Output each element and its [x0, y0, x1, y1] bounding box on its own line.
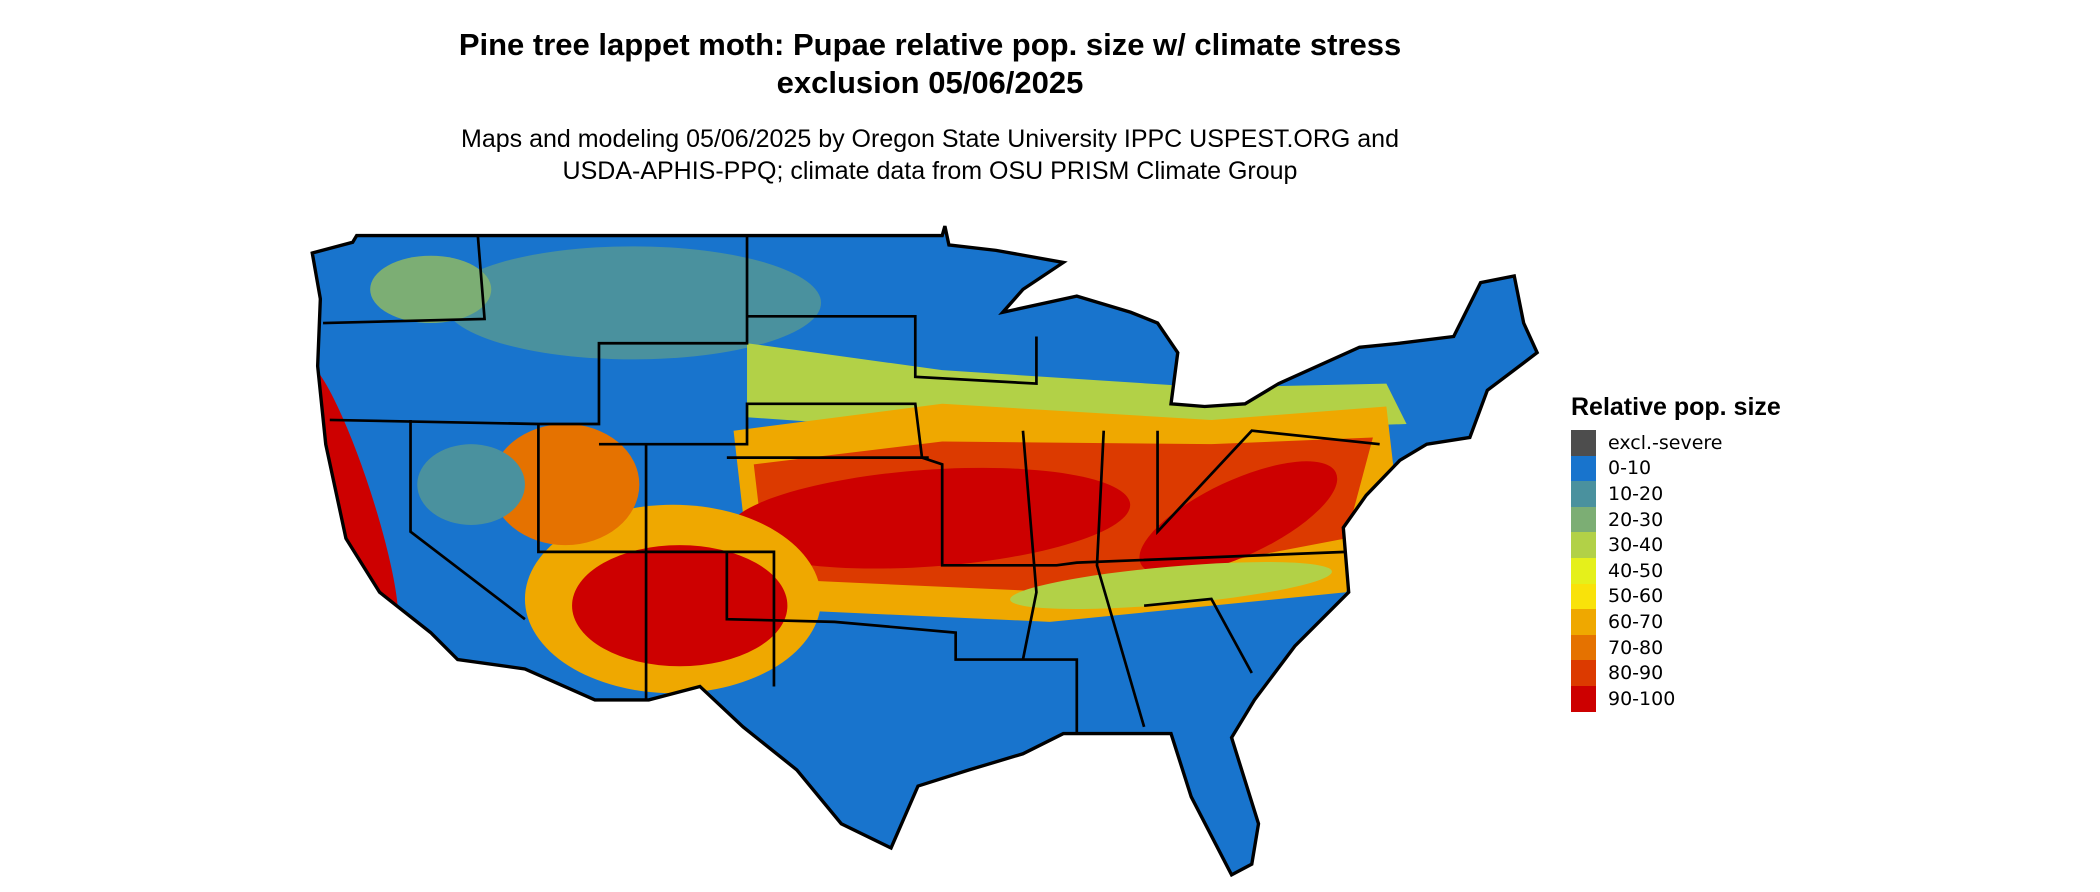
region-20-30-northwest	[370, 255, 492, 324]
region-90-100-east	[1139, 461, 1338, 576]
legend-swatch	[1571, 557, 1596, 584]
legend-item: 80-90	[1571, 660, 1781, 686]
legend-item: 20-30	[1571, 506, 1781, 533]
legend-label: 30-40	[1608, 534, 1664, 557]
region-10-20-north	[444, 246, 822, 360]
region-10-20-nevada	[417, 444, 525, 525]
legend-swatch	[1571, 532, 1596, 558]
legend-title: Relative pop. size	[1571, 393, 1781, 421]
legend-label: 10-20	[1608, 482, 1664, 505]
legend-label: 90-100	[1608, 687, 1676, 710]
map-title: Pine tree lappet moth: Pupae relative po…	[330, 26, 1530, 102]
legend-item: 50-60	[1571, 583, 1781, 610]
legend-label: 60-70	[1608, 610, 1664, 633]
state-borders	[323, 235, 1380, 734]
legend-label: 80-90	[1608, 662, 1664, 685]
legend: Relative pop. size excl.-severe 0-10 10-20…	[1571, 393, 1781, 712]
legend-label: excl.-severe	[1608, 431, 1723, 454]
legend-item: 0-10	[1571, 455, 1781, 482]
legend-item: 30-40	[1571, 532, 1781, 558]
legend-item: 10-20	[1571, 481, 1781, 507]
legend-swatch	[1571, 609, 1596, 635]
legend-label: 0-10	[1608, 457, 1652, 480]
legend-label: 50-60	[1608, 585, 1664, 608]
region-70-80-utah	[491, 423, 640, 546]
title-line-1: Pine tree lappet moth: Pupae relative po…	[458, 27, 1402, 62]
legend-swatch	[1571, 685, 1596, 712]
legend-item: 40-50	[1571, 557, 1781, 584]
map-subtitle: Maps and modeling 05/06/2025 by Oregon S…	[330, 123, 1530, 187]
title-line-2: exclusion 05/06/2025	[776, 65, 1084, 100]
map-fill	[312, 226, 1538, 875]
legend-swatch	[1571, 583, 1596, 610]
subtitle-line-1: Maps and modeling 05/06/2025 by Oregon S…	[461, 125, 1399, 153]
legend-swatch	[1571, 506, 1596, 533]
legend-item: 70-80	[1571, 634, 1781, 661]
subtitle-line-2: USDA-APHIS-PPQ; climate data from OSU PR…	[562, 157, 1298, 185]
legend-label: 70-80	[1608, 636, 1664, 659]
legend-swatch	[1571, 481, 1596, 507]
legend-label: 40-50	[1608, 559, 1664, 582]
legend-swatch	[1571, 430, 1596, 456]
legend-item: 60-70	[1571, 609, 1781, 635]
region-90-100-southwest	[572, 545, 788, 667]
legend-swatch	[1571, 634, 1596, 661]
legend-item: 90-100	[1571, 685, 1781, 712]
legend-item: excl.-severe	[1571, 430, 1781, 456]
legend-swatch	[1571, 455, 1596, 482]
legend-swatch	[1571, 660, 1596, 686]
legend-label: 20-30	[1608, 508, 1664, 531]
region-30-40-tennessee	[1010, 562, 1332, 609]
